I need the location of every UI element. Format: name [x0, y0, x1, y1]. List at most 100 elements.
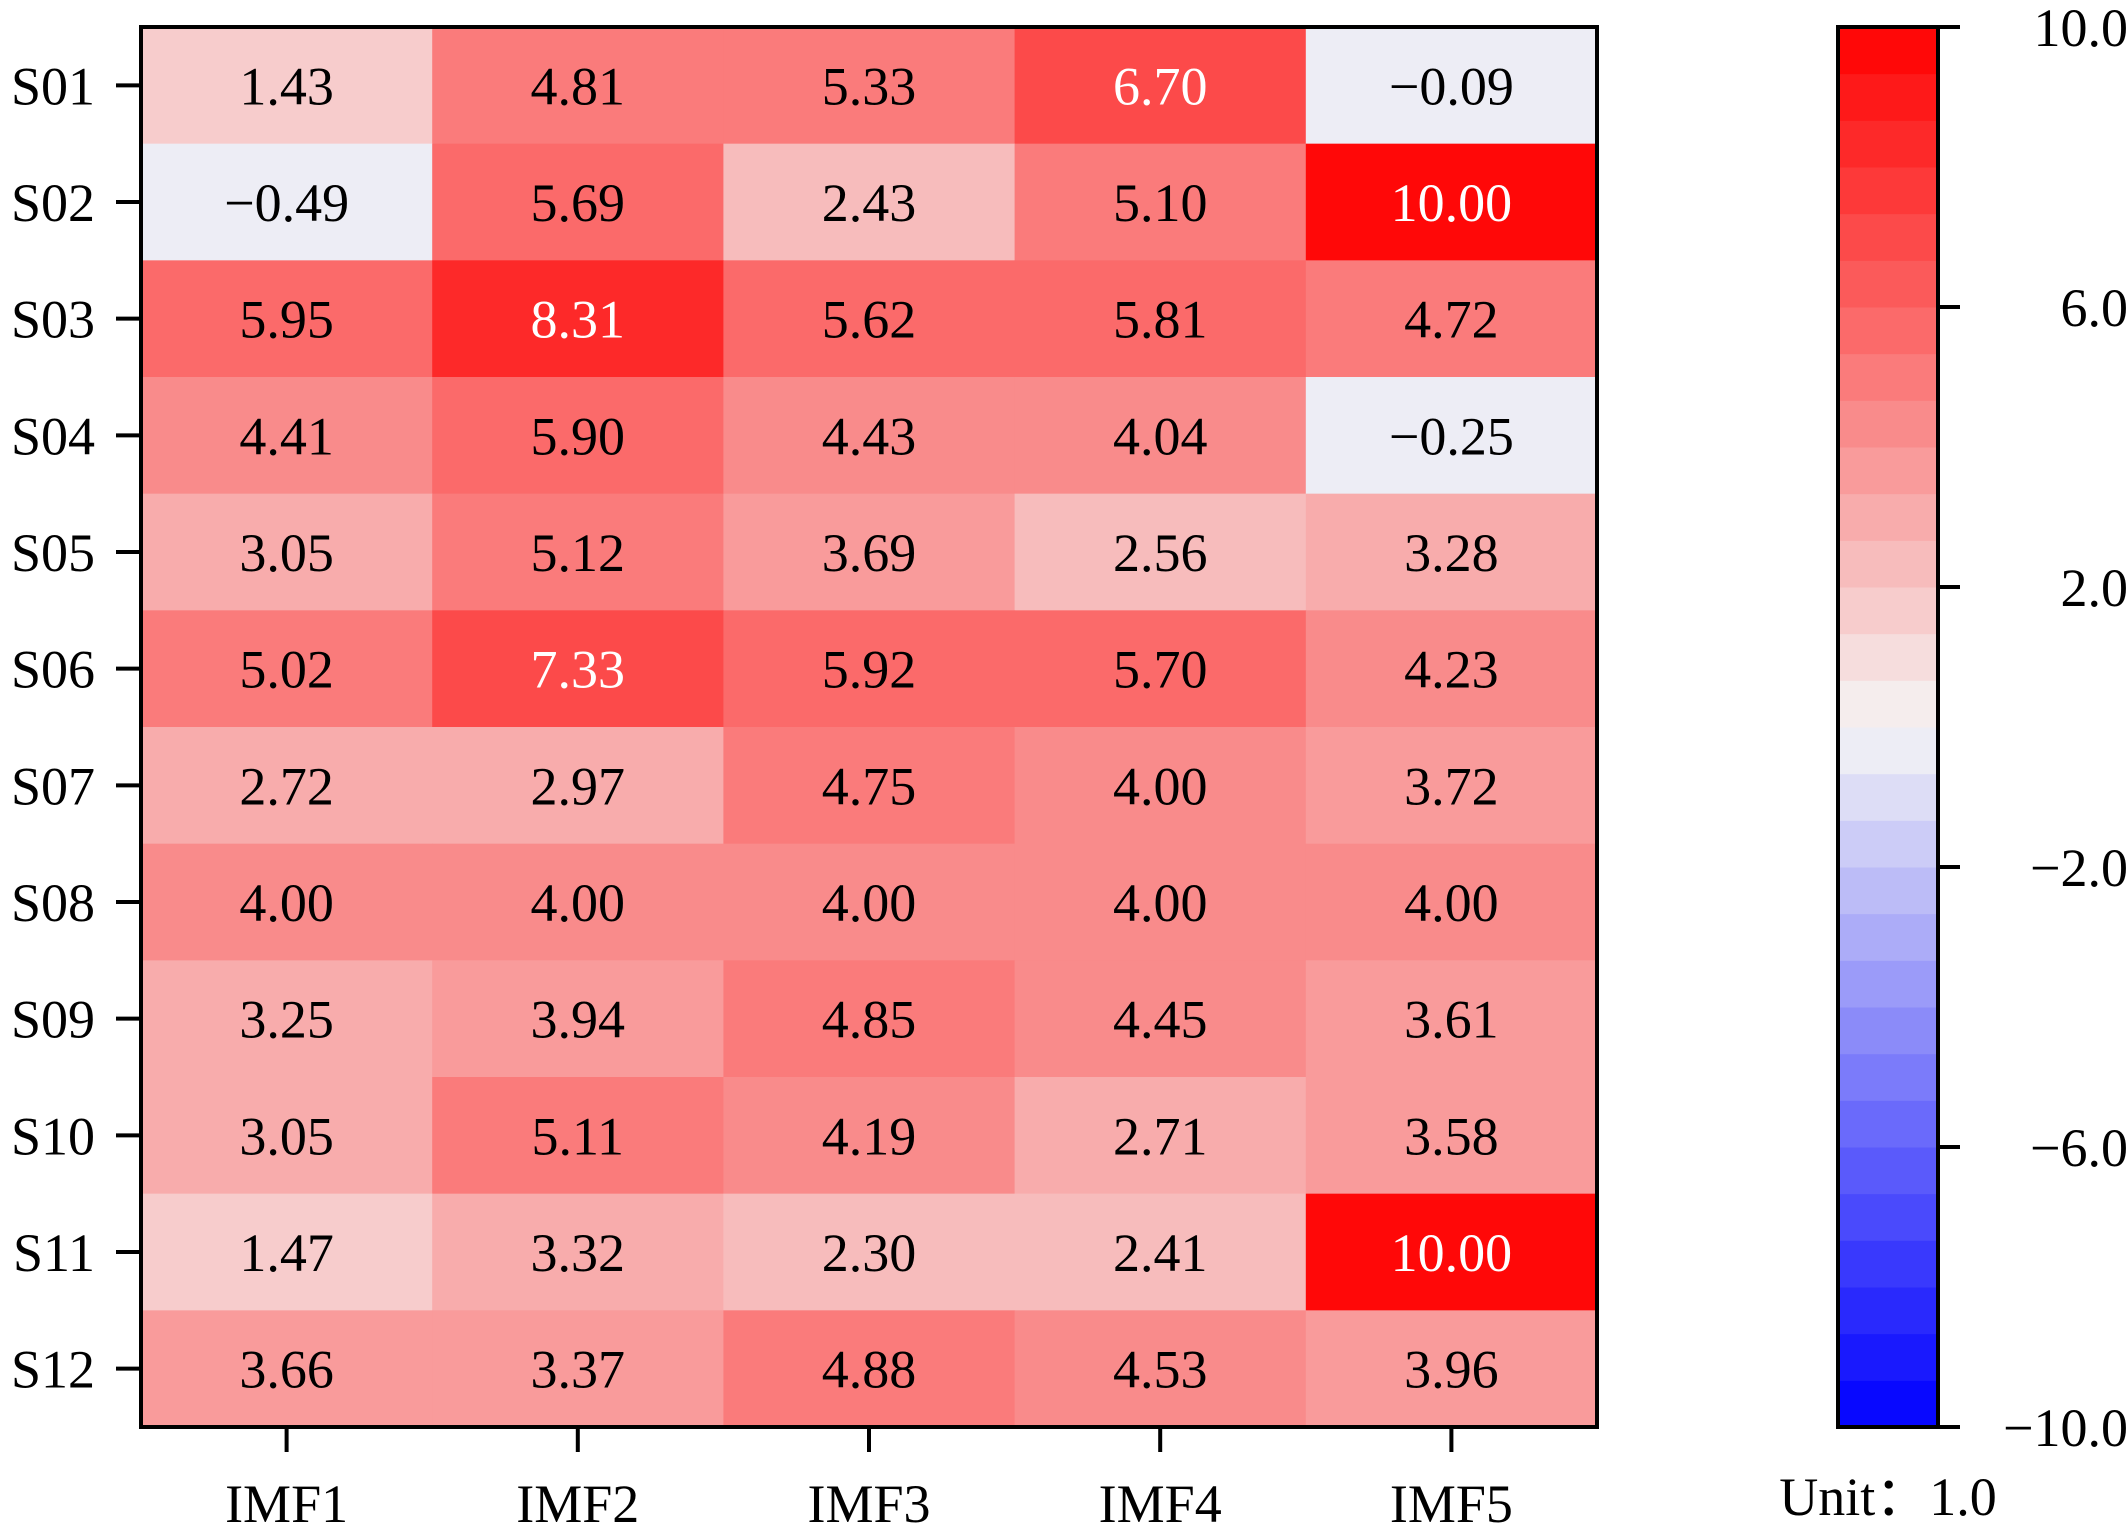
- colorbar-segment: [1838, 213, 1938, 261]
- heatmap-cell: [141, 1310, 433, 1428]
- cell-value-label: 3.32: [531, 1223, 626, 1283]
- colorbar-segment: [1838, 1053, 1938, 1101]
- heatmap-cell: [1305, 493, 1598, 611]
- heatmap-cells: 1.43 4.81 5.33 6.70 −0.09 −0.49 5.69 2.43 5.10 10…: [141, 27, 1598, 1428]
- heatmap-cell: [723, 727, 1016, 845]
- heatmap-cell: [1305, 260, 1598, 378]
- heatmap-cell: [1014, 493, 1307, 611]
- y-tick-label: S12: [11, 1340, 95, 1400]
- heatmap-cell: [432, 610, 724, 728]
- cell-value-label: 5.10: [1113, 173, 1208, 233]
- cell-value-label: 10.00: [1391, 1223, 1513, 1283]
- heatmap-cell: [432, 960, 724, 1078]
- colorbar-segment: [1838, 1287, 1938, 1335]
- y-tick-label: S06: [11, 640, 95, 700]
- heatmap-cell: [723, 1077, 1016, 1195]
- colorbar-segment: [1838, 73, 1938, 121]
- cell-value-label: 4.00: [531, 873, 626, 933]
- colorbar-tick-label: −6.0: [2030, 1118, 2128, 1178]
- cell-value-label: 5.70: [1113, 640, 1208, 700]
- cell-value-label: 3.61: [1404, 990, 1499, 1050]
- y-tick-label: S03: [11, 290, 95, 350]
- cell-value-label: 4.72: [1404, 290, 1499, 350]
- heatmap-cell: [1305, 610, 1598, 728]
- cell-value-label: 4.41: [239, 406, 334, 466]
- heatmap-cell: [1305, 1310, 1598, 1428]
- colorbar-segment: [1838, 400, 1938, 448]
- heatmap-cell: [1014, 843, 1307, 961]
- cell-value-label: 2.72: [239, 756, 334, 816]
- heatmap-cell: [1305, 1193, 1598, 1311]
- y-tick-label: S07: [11, 756, 95, 816]
- heatmap-cell: [723, 610, 1016, 728]
- heatmap-cell: [432, 143, 724, 261]
- colorbar-frame: [1836, 25, 1940, 1429]
- cell-value-label: 5.62: [822, 290, 917, 350]
- y-tick-label: S09: [11, 990, 95, 1050]
- heatmap-cell: [723, 377, 1016, 495]
- heatmap-cell: [432, 27, 724, 145]
- cell-value-label: 7.33: [531, 640, 626, 700]
- heatmap-cell: [1014, 27, 1307, 145]
- y-axis: S01 S02 S03 S04 S05 S06 S07 S08 S09 S10 S11 S12: [11, 56, 141, 1400]
- cell-value-label: 5.95: [239, 290, 334, 350]
- heatmap-cell: [1305, 27, 1598, 145]
- heatmap-cell: [432, 493, 724, 611]
- cell-value-label: 4.81: [531, 56, 626, 116]
- heatmap-cell: [141, 260, 433, 378]
- cell-value-label: 2.71: [1113, 1106, 1208, 1166]
- colorbar: [1838, 27, 1938, 1428]
- heatmap-cell: [723, 843, 1016, 961]
- cell-value-label: 3.05: [239, 1106, 334, 1166]
- cell-value-label: 4.00: [239, 873, 334, 933]
- colorbar-segment: [1838, 1193, 1938, 1241]
- heatmap-cell: [432, 843, 724, 961]
- colorbar-tick-label: −10.0: [2003, 1398, 2128, 1458]
- heatmap-cell: [1014, 260, 1307, 378]
- heatmap-cell: [1014, 1193, 1307, 1311]
- heatmap-cell: [432, 1077, 724, 1195]
- cell-value-label: 3.96: [1404, 1340, 1499, 1400]
- heatmap-cell: [1014, 143, 1307, 261]
- cell-value-label: 1.43: [239, 56, 334, 116]
- cell-value-label: 3.72: [1404, 756, 1499, 816]
- x-tick-label: IMF2: [516, 1474, 639, 1525]
- cell-value-label: 3.37: [531, 1340, 626, 1400]
- colorbar-segment: [1838, 1380, 1938, 1428]
- cell-value-label: 5.92: [822, 640, 917, 700]
- cell-value-label: 2.56: [1113, 523, 1208, 583]
- y-tick-label: S08: [11, 873, 95, 933]
- cell-value-label: 2.41: [1113, 1223, 1208, 1283]
- colorbar-segment: [1838, 540, 1938, 588]
- x-tick-label: IMF5: [1390, 1474, 1513, 1525]
- colorbar-tick-label: 2.0: [2061, 558, 2128, 618]
- colorbar-segment: [1838, 820, 1938, 868]
- y-tick-label: S01: [11, 56, 95, 116]
- cell-value-label: 4.53: [1113, 1340, 1208, 1400]
- cell-value-label: 4.00: [1404, 873, 1499, 933]
- colorbar-segment: [1838, 1007, 1938, 1055]
- heatmap-cell: [1305, 960, 1598, 1078]
- cell-value-label: 5.11: [532, 1106, 625, 1166]
- colorbar-unit-label: Unit：1.0: [1779, 1467, 1997, 1525]
- heatmap-cell: [141, 1193, 433, 1311]
- heatmap-cell: [432, 1193, 724, 1311]
- cell-value-label: −0.09: [1389, 56, 1514, 116]
- cell-value-label: 4.23: [1404, 640, 1499, 700]
- cell-value-label: 8.31: [531, 290, 626, 350]
- heatmap-cell: [141, 143, 433, 261]
- y-tick-label: S02: [11, 173, 95, 233]
- heatmap-cell: [141, 27, 433, 145]
- heatmap-cell: [141, 493, 433, 611]
- cell-value-label: 4.85: [822, 990, 917, 1050]
- cell-value-label: 3.94: [531, 990, 626, 1050]
- heatmap-cell: [432, 260, 724, 378]
- heatmap-cell: [1014, 1077, 1307, 1195]
- heatmap-cell: [1014, 377, 1307, 495]
- cell-value-label: 3.28: [1404, 523, 1499, 583]
- heatmap-cell: [1014, 960, 1307, 1078]
- y-tick-label: S05: [11, 523, 95, 583]
- cell-value-label: 4.00: [822, 873, 917, 933]
- heatmap-cell: [1305, 1077, 1598, 1195]
- colorbar-segment: [1838, 493, 1938, 541]
